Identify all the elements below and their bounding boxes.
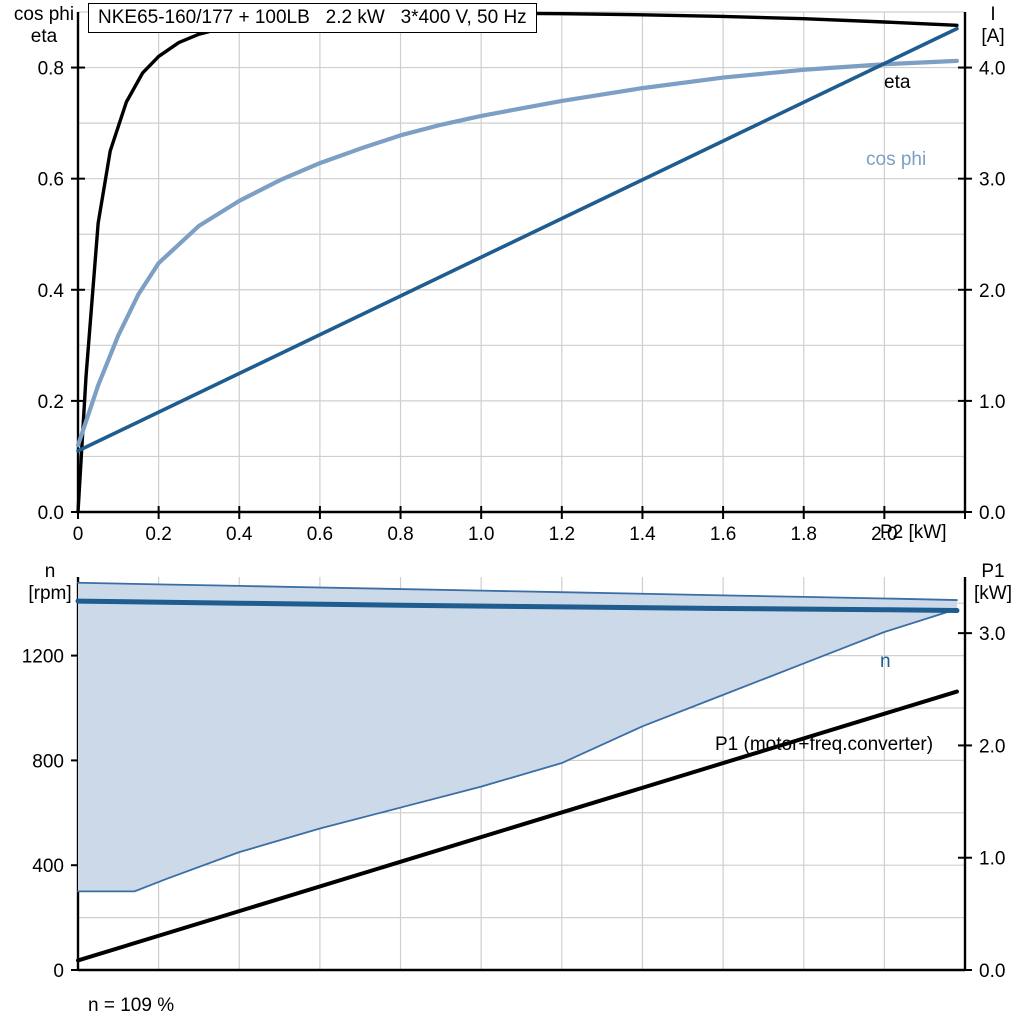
bottom-left-axis-title-line1: n: [45, 561, 56, 582]
bottom-left-tick-label: 0: [53, 961, 64, 982]
speed-range-band: [78, 582, 957, 892]
top-chart-tickmarks: [71, 66, 972, 519]
chart-title-box: NKE65-160/177 + 100LB 2.2 kW 3*400 V, 50…: [88, 3, 537, 34]
top-x-tick-label: 0.8: [387, 524, 413, 545]
top-x-tick-label: 2.0: [871, 524, 897, 545]
top-chart-gridlines: [78, 11, 966, 512]
top-right-axis-title-line1: I: [990, 4, 995, 25]
top-right-tick-label: 4.0: [979, 59, 1005, 80]
p1-curve-label: P1 (motor+freq.converter): [715, 734, 933, 755]
top-right-tick-label: 0.0: [979, 503, 1005, 524]
top-chart-tick-labels: 0.0 0.2 0.4 0.6 0.8 0.0 1.0 2.0 3.0 4.0 0 0.2 0.4 0.6…: [38, 59, 1006, 545]
curve-speed-n: [75, 598, 960, 614]
curve-i: [76, 26, 959, 453]
bottom-right-tick-label: 0.0: [979, 961, 1005, 982]
bottom-left-axis-title-line2: [rpm]: [28, 583, 71, 604]
top-left-tick-label: 0.8: [38, 59, 64, 80]
bottom-left-tick-label: 400: [32, 856, 64, 877]
bottom-chart-tick-labels: 0 400 800 1200 0.0 1.0 2.0 3.0: [22, 624, 1006, 982]
top-x-axis-title: P2 [kW]: [880, 522, 947, 543]
curve-speed-envelope-upper: [77, 581, 958, 601]
top-chart: 0.0 0.2 0.4 0.6 0.8 0.0 1.0 2.0 3.0 4.0 0 0.2 0.4 0.6…: [14, 4, 1006, 545]
curve-eta: [76, 10, 959, 514]
top-x-tick-label: 1.2: [549, 524, 575, 545]
top-left-tick-label: 0.6: [38, 170, 64, 191]
top-x-tick-label: 0.4: [226, 524, 253, 545]
top-x-tick-label: 1.0: [468, 524, 494, 545]
top-x-tick-label: 1.4: [629, 524, 656, 545]
top-x-tick-label: 0.6: [307, 524, 333, 545]
top-right-tick-label: 2.0: [979, 281, 1005, 302]
top-left-axis-title-line1: cos phi: [14, 4, 74, 25]
top-left-axis-title-line2: eta: [31, 26, 58, 47]
top-x-tick-label: 0: [73, 524, 84, 545]
bottom-right-axis-title-line1: P1: [981, 561, 1004, 582]
top-x-tick-label: 1.8: [791, 524, 817, 545]
speed-percentage-footer: n = 109 %: [88, 995, 174, 1016]
top-right-tick-label: 3.0: [979, 170, 1005, 191]
curve-p1: [76, 689, 959, 963]
bottom-right-tick-label: 3.0: [979, 624, 1005, 645]
bottom-left-tick-label: 800: [32, 751, 64, 772]
top-chart-curves: [75, 10, 960, 514]
top-left-tick-label: 0.0: [38, 503, 64, 524]
speed-curve-label: n: [880, 651, 891, 672]
bottom-right-tick-label: 2.0: [979, 736, 1005, 757]
bottom-chart-curves: [75, 581, 960, 963]
top-x-tick-label: 0.2: [145, 524, 171, 545]
bottom-right-tick-label: 1.0: [979, 849, 1005, 870]
cos-phi-curve-label: cos phi: [866, 149, 926, 170]
top-chart-svg: 0.0 0.2 0.4 0.6 0.8 0.0 1.0 2.0 3.0 4.0 0 0.2 0.4 0.6…: [14, 4, 1006, 545]
top-x-tick-label: 1.6: [710, 524, 736, 545]
top-right-tick-label: 1.0: [979, 392, 1005, 413]
top-left-tick-label: 0.4: [38, 281, 65, 302]
top-right-axis-title-line2: [A]: [981, 26, 1004, 47]
curve-speed-envelope-lower: [77, 608, 958, 893]
curve-cos-phi: [75, 58, 960, 448]
bottom-chart: 0 400 800 1200 0.0 1.0 2.0 3.0 n [rpm] P1 [kW] …: [0, 545, 1024, 1024]
eta-curve-label: eta: [884, 72, 911, 93]
top-left-tick-label: 0.2: [38, 392, 64, 413]
bottom-left-tick-label: 1200: [22, 647, 64, 668]
bottom-right-axis-title-line2: [kW]: [974, 583, 1012, 604]
